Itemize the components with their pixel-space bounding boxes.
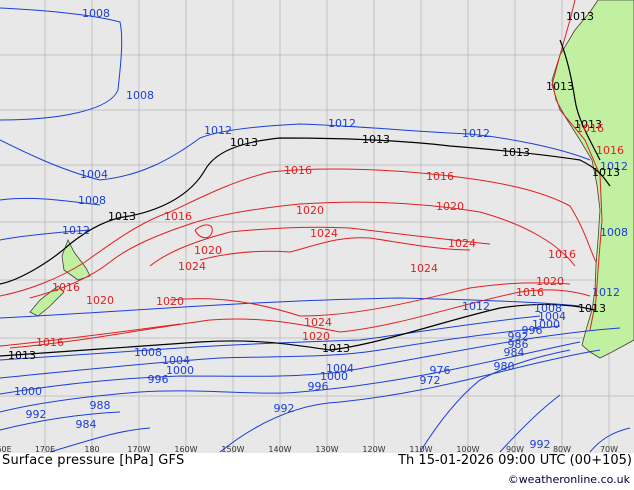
isobar-label-red: 1016: [426, 170, 454, 183]
isobar-label-blue: 1012: [462, 127, 490, 140]
isobar-label-black: 1013: [578, 302, 606, 315]
isobar-label-blue: 1012: [600, 160, 628, 173]
south-america-red-coast: [551, 0, 603, 331]
isobar-label-blue: 1004: [80, 168, 108, 181]
isobar-label-blue: 1008: [534, 302, 562, 315]
isobar-label-blue: 972: [420, 374, 441, 387]
isobar-label-blue: 986: [508, 338, 529, 351]
isobar-label-red: 1016: [576, 122, 604, 135]
map-canvas: 60E 170E 180 170W 160W 150W 140W 130W 120W 110W 10…: [0, 0, 634, 454]
isobar-label-blue: 1012: [462, 300, 490, 313]
isobar-label-red: 1016: [548, 248, 576, 261]
isobar-label-blue: 1000: [166, 364, 194, 377]
isobar-label-red: 1024: [310, 227, 338, 240]
isobar-label-red: 1024: [448, 237, 476, 250]
isobar-label-red: 1020: [194, 244, 222, 257]
ocean-background: [0, 0, 634, 453]
longitude-label: 80W: [553, 445, 571, 453]
longitude-label: 110W: [409, 445, 432, 453]
red-isobars: [0, 168, 597, 349]
longitude-label: 130W: [315, 445, 338, 453]
isobar-label-blue: 996: [308, 380, 329, 393]
longitude-label: 160W: [174, 445, 197, 453]
isobar-label-black: 1013: [362, 133, 390, 146]
longitude-label: 90W: [506, 445, 524, 453]
longitude-label: 170E: [35, 445, 55, 453]
longitude-label: 60E: [0, 445, 12, 453]
isobar-label-red: 1016: [284, 164, 312, 177]
isobar-label-red: 1016: [596, 144, 624, 157]
isobar-label-red: 1020: [436, 200, 464, 213]
isobar-label-blue: 1008: [78, 194, 106, 207]
isobar-label-black: 1013: [566, 10, 594, 23]
longitude-labels: 60E 170E 180 170W 160W 150W 140W 130W 120W 110W 10…: [0, 445, 618, 454]
isobar-label-blue: 1012: [592, 286, 620, 299]
map-title: Surface pressure [hPa] GFS: [2, 453, 185, 468]
isobar-label-red: 1020: [302, 330, 330, 343]
longitude-label: 140W: [268, 445, 291, 453]
longitude-label: 180: [84, 445, 99, 453]
isobar-label-red: 1016: [36, 336, 64, 349]
isobar-label-blue: 1008: [600, 226, 628, 239]
isobar-label-blue: 996: [522, 324, 543, 337]
longitude-label: 150W: [221, 445, 244, 453]
isobar-labels: 1008100810121004100810121012101210081004…: [8, 7, 628, 451]
isobar-label-blue: 984: [504, 346, 525, 359]
longitude-label: 100W: [456, 445, 479, 453]
land-masses: [29, 0, 634, 359]
isobar-label-blue: 988: [90, 399, 111, 412]
isobar-label-red: 1024: [410, 262, 438, 275]
isobar-label-blue: 1000: [14, 385, 42, 398]
isobar-label-red: 1020: [156, 295, 184, 308]
isobar-label-blue: 1004: [326, 362, 354, 375]
isobar-label-red: 1016: [52, 281, 80, 294]
valid-time: Th 15-01-2026 09:00 UTC (00+105): [398, 453, 632, 468]
credit-link[interactable]: ©weatheronline.co.uk: [507, 473, 630, 486]
isobar-label-red: 1020: [536, 275, 564, 288]
isobar-label-blue: 1004: [538, 310, 566, 323]
isobar-label-blue: 1012: [204, 124, 232, 137]
isobar-label-black: 1013: [502, 146, 530, 159]
isobar-label-red: 1024: [178, 260, 206, 273]
isobar-label-blue: 992: [274, 402, 295, 415]
isobar-label-black: 1013: [230, 136, 258, 149]
black-isobars: [0, 39, 611, 357]
longitude-label: 70W: [600, 445, 618, 453]
isobar-label-blue: 980: [494, 360, 515, 373]
isobar-label-blue: 1004: [162, 354, 190, 367]
isobar-label-blue: 1012: [328, 117, 356, 130]
isobar-label-blue: 976: [430, 364, 451, 377]
longitude-label: 120W: [362, 445, 385, 453]
isobar-label-blue: 1000: [532, 318, 560, 331]
isobar-label-red: 1020: [86, 294, 114, 307]
isobar-label-blue: 992: [530, 438, 551, 451]
isobar-label-blue: 996: [148, 373, 169, 386]
isobar-label-black: 1013: [546, 80, 574, 93]
isobar-label-blue: 992: [26, 408, 47, 421]
isobar-label-black: 1013: [322, 342, 350, 355]
isobar-label-blue: 1008: [134, 346, 162, 359]
south-america-land: [551, 0, 634, 359]
isobar-label-blue: 992: [508, 330, 529, 343]
isobar-label-blue: 984: [76, 418, 97, 431]
isobar-label-red: 1016: [516, 286, 544, 299]
isobar-label-red: 1016: [164, 210, 192, 223]
isobar-label-red: 1024: [304, 316, 332, 329]
blue-isobars: [0, 7, 631, 453]
isobar-label-black: 1013: [108, 210, 136, 223]
isobar-label-blue: 1000: [320, 370, 348, 383]
isobar-label-black: 1013: [8, 349, 36, 362]
isobar-label-blue: 1008: [82, 7, 110, 20]
isobar-label-blue: 1008: [126, 89, 154, 102]
isobar-label-red: 1020: [296, 204, 324, 217]
longitude-label: 170W: [127, 445, 150, 453]
isobar-label-black: 1013: [592, 166, 620, 179]
footer: Surface pressure [hPa] GFS Th 15-01-2026…: [0, 453, 634, 490]
lat-lon-grid: [0, 0, 634, 453]
isobar-label-blue: 1012: [62, 224, 90, 237]
isobar-label-black: 1013: [574, 118, 602, 131]
